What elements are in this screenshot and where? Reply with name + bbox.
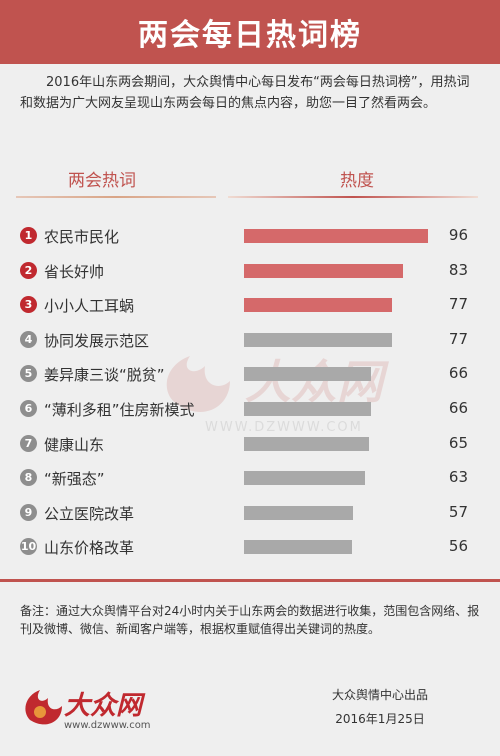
hot-term-label: 协同发展示范区 (44, 331, 150, 350)
heat-value: 96 (448, 226, 468, 244)
rank-badge: 7 (20, 434, 37, 452)
column-header-heat: 热度 (340, 171, 374, 191)
chart-row: 7 健康山东 65 (0, 430, 500, 458)
chart-row: 9 公立医院改革 57 (0, 499, 500, 527)
heat-value: 77 (448, 329, 468, 348)
rank-badge: 9 (20, 503, 37, 521)
chart-row: 5 姜异康三谈“脱贫” 66 (0, 360, 500, 388)
column-underline-term (16, 196, 216, 198)
flame-logo-icon (25, 690, 62, 725)
hot-term-label: 农民市民化 (44, 228, 120, 246)
chart-row: 1 农民市民化 96 (0, 222, 500, 250)
heat-bar (244, 367, 371, 382)
hot-term-label: 公立医院改革 (44, 504, 135, 523)
heat-bar (244, 540, 352, 555)
footer-divider (0, 579, 500, 582)
hot-term-label: “新强态” (44, 470, 105, 489)
heat-bar (244, 263, 404, 278)
heat-bar (244, 505, 354, 520)
rank-badge: 10 (20, 538, 37, 556)
hot-term-label: 小小人工耳蜗 (44, 297, 135, 316)
heat-value: 66 (448, 364, 468, 383)
logo-url: www.dzwww.com (64, 720, 151, 731)
header-banner: 两会每日热词榜 (0, 0, 500, 64)
hot-term-label: 山东价格改革 (44, 539, 135, 558)
dzwww-logo: 大众网 www.dzwww.com (25, 690, 151, 731)
hot-term-label: 姜异康三谈“脱贫” (44, 366, 165, 385)
heat-value: 77 (448, 295, 468, 314)
heat-value: 56 (448, 537, 468, 556)
heat-value: 65 (448, 433, 468, 452)
heat-bar (244, 402, 371, 416)
column-header-term: 两会热词 (68, 171, 136, 191)
heat-bar (244, 436, 369, 451)
chart-row: 8 “新强态” 63 (0, 464, 500, 492)
heat-bar (244, 471, 365, 486)
watermark-url: WWW.DZWWW.COM (205, 420, 363, 435)
chart-row: 3 小小人工耳蜗 77 (0, 291, 500, 319)
rank-badge: 3 (20, 296, 37, 314)
credit-text: 大众舆情中心出品 (331, 688, 428, 702)
chart-row: 10 山东价格改革 56 (0, 533, 500, 561)
rank-badge: 2 (20, 261, 37, 279)
heat-bar (244, 229, 429, 243)
heat-bar (244, 298, 392, 313)
watermark-logo: 大众网 WWW.DZWWW.COM (166, 355, 389, 435)
rank-badge: 4 (20, 330, 37, 348)
heat-value: 66 (448, 399, 468, 417)
rank-badge: 8 (20, 469, 37, 487)
watermark-brand: 大众网 (245, 355, 389, 409)
rank-badge: 6 (20, 400, 37, 417)
heat-value: 83 (448, 260, 468, 279)
chart-row: 4 协同发展示范区 77 (0, 326, 500, 354)
flame-logo-icon (166, 356, 230, 412)
hot-term-label: 健康山东 (44, 435, 105, 454)
heat-value: 63 (448, 468, 468, 487)
footer-note: 备注：通过大众舆情平台对24小时内关于山东两会的数据进行收集，范围包含网络、报刊… (20, 604, 480, 636)
intro-paragraph: 2016年山东两会期间，大众舆情中心每日发布“两会每日热词榜”，用热词和数据为广… (20, 75, 470, 111)
hot-term-label: “薄利多租”住房新模式 (44, 401, 195, 419)
heat-bar (244, 332, 392, 347)
rank-badge: 1 (20, 227, 37, 244)
chart-row: 6 “薄利多租”住房新模式 66 (0, 395, 500, 423)
chart-row: 2 省长好帅 83 (0, 257, 500, 285)
heat-value: 57 (448, 502, 468, 521)
publish-date: 2016年1月25日 (335, 712, 425, 726)
page-title: 两会每日热词榜 (138, 18, 362, 53)
rank-badge: 5 (20, 365, 37, 383)
logo-brand: 大众网 (64, 691, 146, 721)
column-underline-heat (228, 196, 478, 198)
hot-term-label: 省长好帅 (44, 262, 105, 281)
